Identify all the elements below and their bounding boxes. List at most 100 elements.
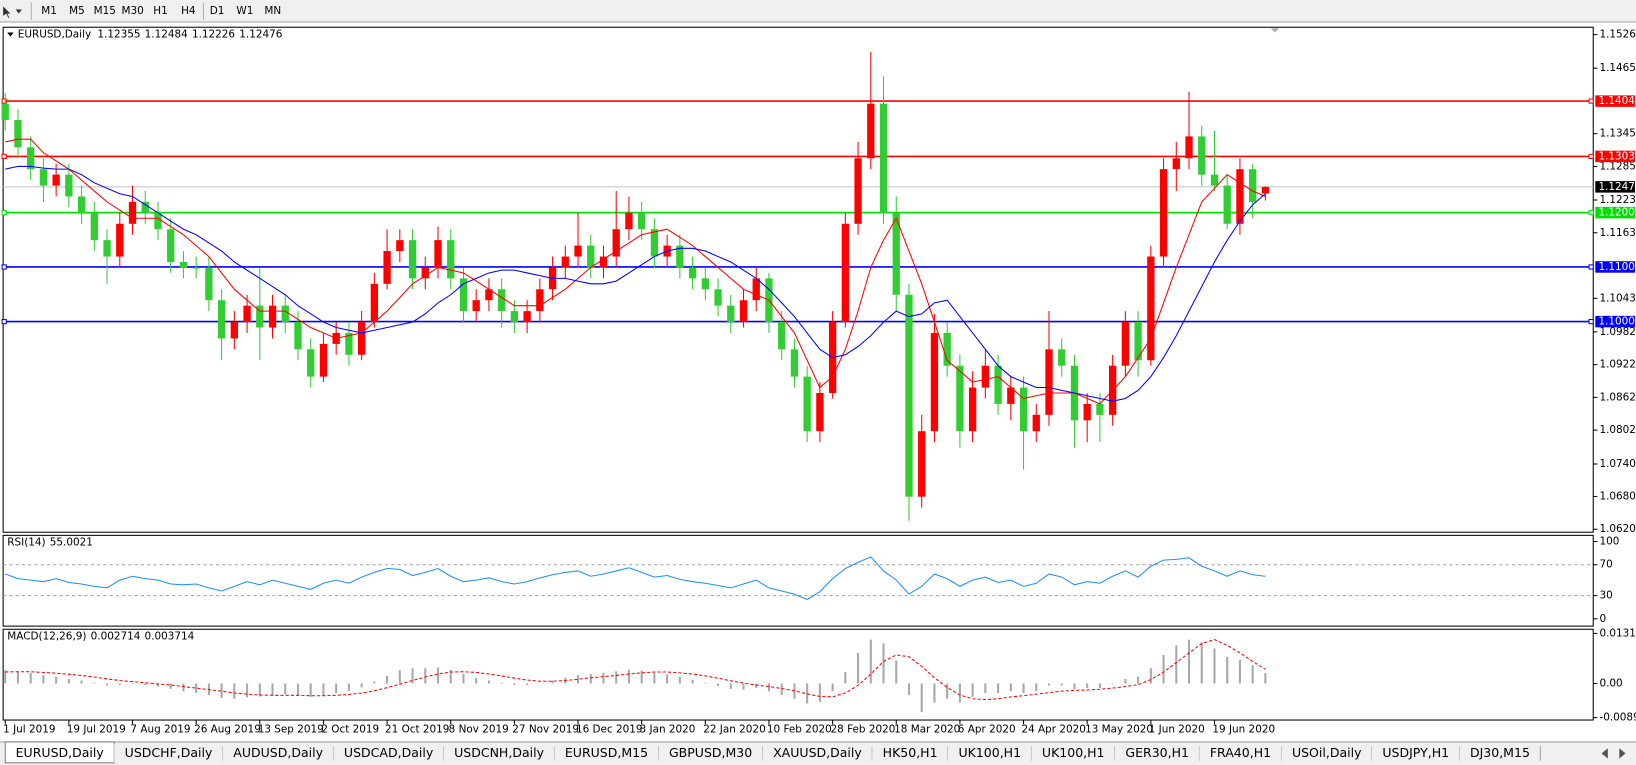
tab-label[interactable]: UK100,H1 xyxy=(1042,745,1105,760)
moving-average xyxy=(5,165,1266,402)
chart-tab[interactable]: UK100,H1 xyxy=(948,744,1033,763)
chart-tab[interactable]: DJ30,M15 xyxy=(1459,744,1541,763)
candle-body xyxy=(459,278,468,312)
chart-tab[interactable]: XAUUSD,Daily xyxy=(762,744,873,763)
chart-tab[interactable]: FRA40,H1 xyxy=(1199,744,1283,763)
chart-tab[interactable]: GBPUSD,M30 xyxy=(658,744,764,763)
panel-menu-arrow[interactable] xyxy=(7,32,14,37)
tab-label[interactable]: FRA40,H1 xyxy=(1210,745,1271,760)
tab-label[interactable]: GBPUSD,M30 xyxy=(669,745,752,760)
tab-bg[interactable] xyxy=(333,744,444,763)
candle-body xyxy=(752,278,760,301)
candle-body xyxy=(1223,185,1231,224)
toolbar xyxy=(0,0,1636,23)
tab-bg[interactable] xyxy=(222,744,334,763)
cursor-icon[interactable] xyxy=(3,6,11,18)
tab-label[interactable]: HK50,H1 xyxy=(883,745,938,760)
x-tick-label: 6 Apr 2020 xyxy=(958,723,1016,735)
tab-label[interactable]: XAUUSD,Daily xyxy=(773,745,862,760)
timeframe-button[interactable]: MN xyxy=(264,5,281,17)
timeframe-button[interactable]: H1 xyxy=(153,5,167,17)
macd-panel xyxy=(2,628,1594,721)
tab-bg[interactable] xyxy=(443,744,555,763)
chart-tab[interactable]: USDCNH,Daily xyxy=(443,744,555,763)
chart-tab[interactable]: GER30,H1 xyxy=(1114,744,1200,763)
tab-bg[interactable] xyxy=(762,744,873,763)
candle-body xyxy=(1121,322,1130,366)
tab-bg[interactable] xyxy=(1114,744,1200,763)
x-tick-label: 18 Mar 2020 xyxy=(894,723,960,735)
candle-body xyxy=(1147,256,1155,361)
level-anchor xyxy=(1,210,7,216)
x-tick-label: 22 Jan 2020 xyxy=(703,723,765,735)
tab-bg[interactable] xyxy=(1281,744,1372,763)
x-tick-label: 8 Nov 2019 xyxy=(449,723,509,735)
tab-label[interactable]: AUDUSD,Daily xyxy=(233,745,323,760)
candle-body xyxy=(1083,403,1091,421)
moving-average xyxy=(5,138,1266,405)
indicator-value: 1.12476 xyxy=(239,29,282,41)
tab-bg[interactable] xyxy=(948,744,1032,763)
candle-body xyxy=(396,240,404,252)
chart-tab[interactable]: EURUSD,Daily xyxy=(4,741,115,764)
timeframe-button[interactable]: M1 xyxy=(41,5,57,17)
y-tick-label: 1.11635 xyxy=(1599,227,1636,239)
tab-scroll-left[interactable] xyxy=(1601,748,1608,759)
chart-tab[interactable]: HK50,H1 xyxy=(872,744,949,763)
candle-body xyxy=(1019,387,1028,432)
level-label-bg xyxy=(1595,315,1635,328)
dropdown-arrow[interactable] xyxy=(15,9,22,14)
candle-body xyxy=(243,305,251,323)
timeframe-button[interactable]: M30 xyxy=(121,5,143,17)
tab-scroll-right[interactable] xyxy=(1619,748,1626,759)
tab-label[interactable]: UK100,H1 xyxy=(958,745,1021,760)
level-anchor xyxy=(1588,153,1594,160)
y-tick-label: 1.14650 xyxy=(1599,62,1636,74)
tab-label[interactable]: USDCAD,Daily xyxy=(344,745,434,760)
tab-label[interactable]: USOil,Daily xyxy=(1292,745,1362,760)
tab-bg[interactable] xyxy=(1199,744,1282,763)
timeframe-button[interactable]: H4 xyxy=(181,5,196,17)
tab-label[interactable]: EURUSD,Daily xyxy=(16,745,105,760)
tab-bg[interactable] xyxy=(658,744,763,763)
x-tick-label: 19 Jul 2019 xyxy=(67,723,126,735)
y-tick-label: 1.10435 xyxy=(1599,292,1636,304)
chart-tab[interactable]: USDCHF,Daily xyxy=(114,744,224,763)
tab-label[interactable]: DJ30,M15 xyxy=(1470,745,1530,760)
candle-body xyxy=(357,322,366,355)
candle-body xyxy=(854,158,862,224)
tab-label[interactable]: USDJPY,H1 xyxy=(1382,745,1449,760)
timeframe-button[interactable]: D1 xyxy=(210,5,225,17)
tab-bg[interactable] xyxy=(114,744,223,763)
chart-tab[interactable]: USOil,Daily xyxy=(1281,744,1373,763)
y-tick-label: 1.15265 xyxy=(1599,29,1636,41)
tab-label[interactable]: USDCNH,Daily xyxy=(454,745,544,760)
y-tick-label: 1.06805 xyxy=(1599,490,1636,502)
chart-tab[interactable]: USDCAD,Daily xyxy=(333,744,445,763)
tab-bg[interactable] xyxy=(1459,744,1541,763)
x-tick-label: 10 Feb 2020 xyxy=(767,723,832,735)
candle-body xyxy=(587,245,595,268)
chart-tab[interactable]: AUDUSD,Daily xyxy=(222,744,334,763)
tab-label[interactable]: USDCHF,Daily xyxy=(125,745,213,760)
tab-bg[interactable] xyxy=(554,744,659,763)
candle-body xyxy=(268,305,277,328)
candle-body xyxy=(154,212,162,230)
chart-tab[interactable]: EURUSD,M15 xyxy=(554,744,660,763)
timeframe-button[interactable]: M15 xyxy=(94,5,116,17)
chart-tab[interactable]: USDJPY,H1 xyxy=(1371,744,1461,763)
timeframe-button[interactable]: M5 xyxy=(69,5,85,17)
candle-body xyxy=(217,300,226,339)
tab-label[interactable]: EURUSD,M15 xyxy=(565,745,648,760)
candle-body xyxy=(1032,414,1040,432)
tab-bg[interactable] xyxy=(1031,744,1115,763)
tab-label[interactable]: GER30,H1 xyxy=(1125,745,1189,760)
y-tick-label: -0.00893 xyxy=(1599,712,1636,724)
tab-bg[interactable] xyxy=(1371,744,1460,763)
tab-bg[interactable] xyxy=(872,744,949,763)
chart-tab[interactable]: UK100,H1 xyxy=(1031,744,1116,763)
candle-body xyxy=(192,267,200,269)
timeframe-button[interactable]: W1 xyxy=(236,5,253,17)
candle-body xyxy=(1045,349,1053,415)
rsi-line xyxy=(5,556,1266,601)
